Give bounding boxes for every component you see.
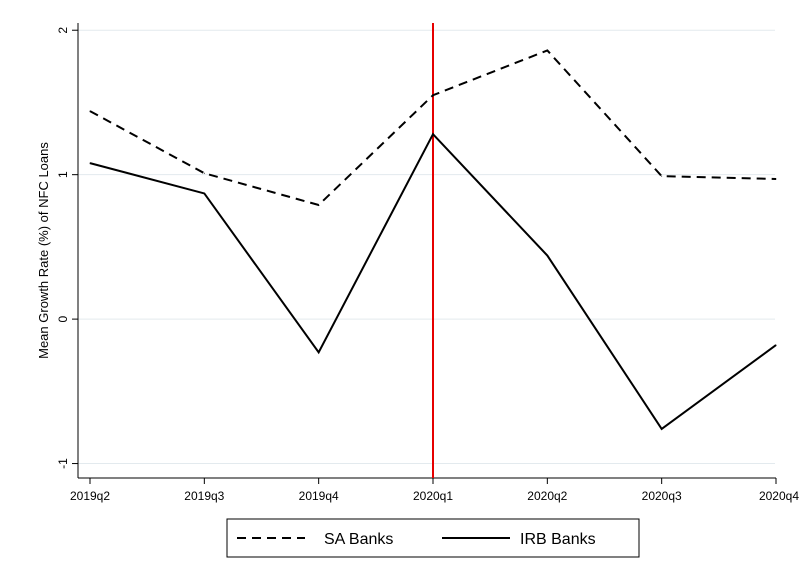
- series-1-point-5: [661, 428, 663, 430]
- series-1-point-2: [318, 351, 320, 353]
- x-tick-label-0: 2019q2: [70, 489, 110, 503]
- legend-label-1: IRB Banks: [520, 531, 596, 548]
- series-1-point-6: [775, 344, 777, 346]
- y-tick-label-1: 0: [56, 315, 70, 322]
- series-0-point-5: [661, 175, 663, 177]
- series-layer: [89, 49, 777, 431]
- legend-label-0: SA Banks: [324, 531, 393, 548]
- series-0-point-6: [775, 178, 777, 180]
- series-1-point-4: [546, 255, 548, 257]
- axes-layer: -1 0 1 2 2019q2 2019q3 2019q4 2020q1 2020q2 2020q…: [36, 23, 799, 503]
- series-0-point-3: [432, 94, 434, 96]
- series-1-point-3: [432, 133, 434, 135]
- y-tick-label-2: 1: [56, 171, 70, 178]
- legend-box: [226, 518, 640, 558]
- y-tick-label-0: -1: [56, 458, 70, 469]
- y-tick-label-3: 2: [56, 27, 70, 34]
- x-tick-label-5: 2020q3: [642, 489, 682, 503]
- grid-layer: [78, 29, 775, 465]
- series-0-point-4: [546, 49, 548, 51]
- y-axis-title: Mean Growth Rate (%) of NFC Loans: [36, 142, 51, 359]
- series-0-point-1: [203, 172, 205, 174]
- x-tick-label-1: 2019q3: [184, 489, 224, 503]
- series-0-point-2: [318, 204, 320, 206]
- x-tick-label-6: 2020q4: [759, 489, 799, 503]
- x-tick-label-3: 2020q1: [413, 489, 453, 503]
- series-0-point-0: [89, 110, 91, 112]
- x-tick-label-2: 2019q4: [299, 489, 339, 503]
- x-tick-label-4: 2020q2: [527, 489, 567, 503]
- legend: SA Banks IRB Banks: [226, 518, 640, 558]
- series-1-point-1: [203, 192, 205, 194]
- series-1-point-0: [89, 162, 91, 164]
